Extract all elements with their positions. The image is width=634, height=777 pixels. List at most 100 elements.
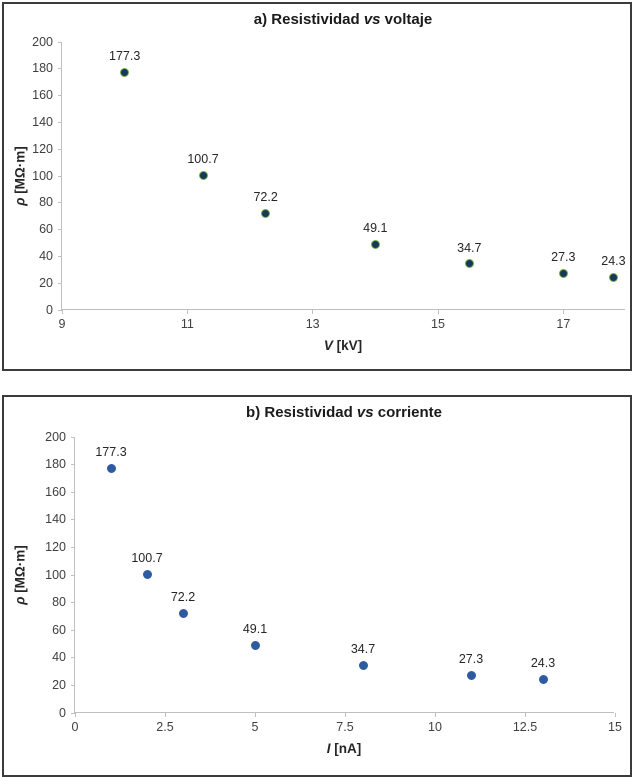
y-axis-tick-mark [58, 229, 62, 231]
data-point-marker [120, 67, 130, 77]
chart-title-italic: vs [356, 404, 374, 421]
y-axis-tick-label: 60 [52, 622, 66, 637]
x-axis-tick-label: 10 [428, 720, 442, 734]
y-axis-tick-label: 0 [59, 705, 66, 720]
data-point-marker [198, 170, 208, 180]
y-axis-tick-mark [71, 684, 75, 686]
data-point-marker [466, 670, 476, 680]
x-axis-tick-mark [562, 310, 564, 314]
y-axis-tick-label: 80 [39, 195, 53, 210]
data-point-label: 100.7 [187, 152, 219, 167]
chart-title: b) Resistividad vs corriente [74, 404, 614, 421]
data-point-label: 177.3 [95, 445, 127, 460]
y-axis-tick-mark [58, 121, 62, 123]
y-axis-tick-label: 140 [32, 114, 53, 129]
chart-title-text: b) Resistividad [246, 404, 357, 421]
y-axis-tick-mark [71, 629, 75, 631]
y-axis-title: ρ [MΩ·m] [13, 146, 28, 206]
y-axis-tick-mark [71, 602, 75, 604]
x-axis-tick-mark [344, 713, 346, 717]
data-point-marker [178, 608, 188, 618]
y-axis-title-symbol: ρ [12, 596, 28, 605]
data-point-label: 34.7 [350, 642, 376, 657]
y-axis-tick-label: 140 [45, 512, 66, 527]
data-point-marker [538, 674, 548, 684]
y-axis-tick-label: 20 [39, 275, 53, 290]
y-axis-tick-mark [58, 95, 62, 97]
y-axis-tick-label: 120 [45, 539, 66, 554]
y-axis-tick-label: 60 [39, 222, 53, 237]
y-axis-tick-label: 0 [46, 302, 53, 317]
data-point-label: 72.2 [170, 590, 196, 605]
y-axis-tick-label: 40 [39, 248, 53, 263]
x-axis-tick-label: 12.5 [512, 720, 538, 734]
y-axis-tick-mark [71, 464, 75, 466]
chart-title-italic: vs [363, 11, 381, 28]
y-axis-tick-label: 20 [52, 677, 66, 692]
chart-title: a) Resistividad vs voltaje [61, 11, 625, 28]
data-point-marker [106, 463, 116, 473]
y-axis-title-units: [MΩ·m] [12, 146, 28, 198]
data-point-marker [608, 272, 618, 282]
y-axis-tick-mark [71, 436, 75, 438]
y-axis-tick-mark [58, 255, 62, 257]
y-axis-tick-label: 200 [45, 429, 66, 444]
x-axis-tick-mark [312, 310, 314, 314]
y-axis-tick-label: 100 [45, 567, 66, 582]
data-point-label: 100.7 [131, 551, 163, 566]
data-point-marker [558, 268, 568, 278]
x-axis-tick-mark [61, 310, 63, 314]
x-axis-tick-label: 15 [608, 720, 622, 734]
x-axis-tick-mark [434, 713, 436, 717]
x-axis-tick-label: 15 [431, 317, 445, 331]
x-axis-tick-mark [164, 713, 166, 717]
y-axis-title-symbol: ρ [12, 197, 28, 206]
chart-title-text: a) Resistividad [253, 11, 364, 28]
data-point-label: 24.3 [530, 656, 556, 671]
y-axis-tick-mark [71, 546, 75, 548]
chart-panel-a: a) Resistividad vs voltaje ρ [MΩ·m] 0 20 4… [2, 2, 632, 371]
plot-area: 0 20 40 60 80 100 120 140 160 180 200 9 11 13 15 17 177.… [32, 35, 626, 332]
x-axis-title-symbol: I [326, 741, 331, 756]
x-axis-title-units: [nA] [330, 741, 362, 756]
data-point-marker [370, 239, 380, 249]
x-axis-tick-label: 5 [251, 720, 259, 734]
data-point-marker [358, 660, 368, 670]
data-point-marker [142, 569, 152, 579]
data-point-label: 72.2 [253, 190, 278, 205]
y-axis-tick-mark [71, 491, 75, 493]
data-point-label: 49.1 [242, 622, 268, 637]
y-axis-tick-label: 160 [32, 88, 53, 103]
y-axis-tick-label: 200 [32, 34, 53, 49]
x-axis-title-units: [kV] [332, 338, 363, 353]
data-point-marker [464, 259, 474, 268]
y-axis-tick-mark [58, 175, 62, 177]
x-axis-tick-label: 11 [180, 317, 194, 331]
x-axis-tick-mark [254, 713, 256, 717]
y-axis-tick-label: 80 [52, 595, 66, 610]
data-point-label: 177.3 [109, 49, 141, 64]
data-point-label: 34.7 [457, 240, 482, 255]
data-point-label: 27.3 [551, 250, 576, 265]
y-axis-tick-label: 160 [45, 484, 66, 499]
chart-title-text: corriente [373, 404, 442, 421]
y-axis-title-units: [MΩ·m] [12, 545, 28, 597]
data-point-label: 24.3 [601, 254, 626, 269]
y-axis-tick-label: 120 [32, 141, 53, 156]
y-axis-tick-mark [58, 309, 62, 311]
y-axis-tick-mark [58, 282, 62, 284]
data-point-marker [250, 640, 260, 650]
x-axis-tick-mark [74, 713, 76, 717]
x-axis-tick-label: 7.5 [336, 720, 354, 734]
y-axis-tick-mark [71, 657, 75, 659]
x-axis-tick-label: 0 [71, 720, 79, 734]
plot-area: 0 20 40 60 80 100 120 140 160 180 200 0 2.5 5 7.5 10 12.… [45, 430, 622, 735]
x-axis-tick-mark [186, 310, 188, 314]
y-axis-tick-mark [58, 202, 62, 204]
x-axis-title: V [kV] [61, 338, 625, 353]
x-axis-tick-label: 2.5 [156, 720, 174, 734]
x-axis-tick-label: 9 [58, 317, 66, 331]
data-point-label: 49.1 [363, 221, 388, 236]
y-axis-tick-label: 100 [32, 168, 53, 183]
y-axis-tick-label: 180 [45, 457, 66, 472]
